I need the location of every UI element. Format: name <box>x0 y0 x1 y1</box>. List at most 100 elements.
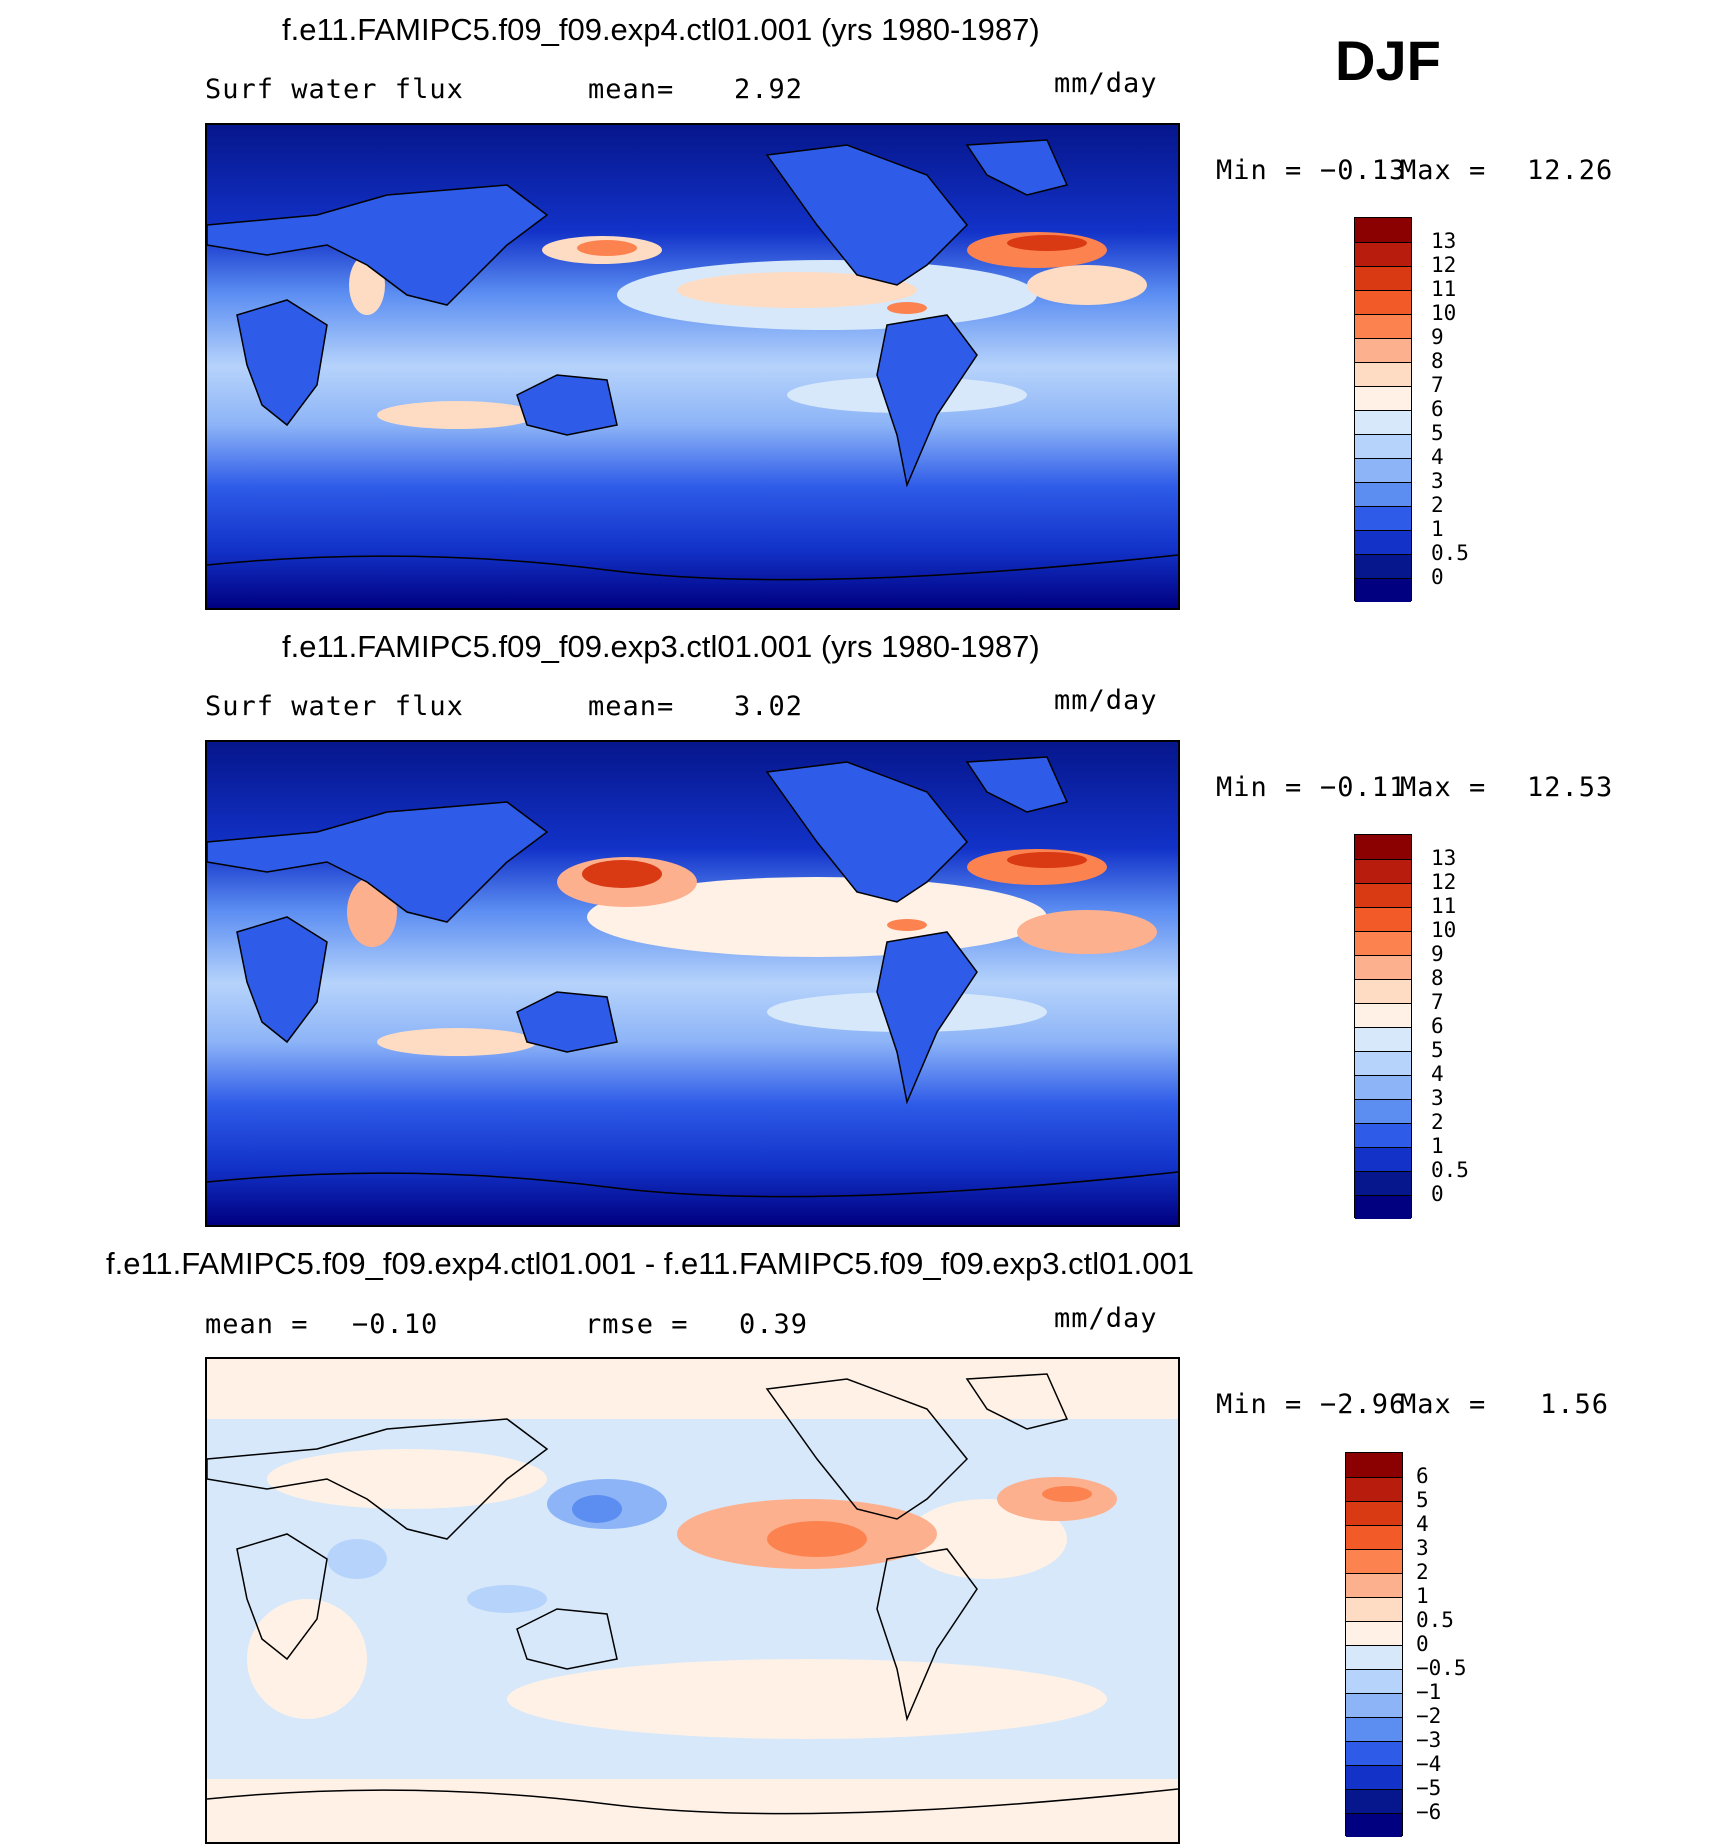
colorbar-tick-label: −4 <box>1416 1752 1442 1776</box>
panel1-max-value: 12.26 <box>1527 155 1614 186</box>
panel2-variable-label: Surf water flux <box>205 691 464 722</box>
colorbar-tick-label: 12 <box>1431 870 1457 894</box>
panel3-rmse-value: 0.39 <box>739 1309 809 1340</box>
colorbar-swatch <box>1355 218 1411 242</box>
colorbar-swatch <box>1346 1573 1402 1597</box>
panel2-units: mm/day <box>1054 685 1158 716</box>
colorbar-swatch <box>1355 835 1411 859</box>
colorbar-swatch <box>1355 386 1411 410</box>
colorbar-tick-label: −3 <box>1416 1728 1442 1752</box>
colorbar-tick-label: 6 <box>1431 1014 1444 1038</box>
colorbar-swatch <box>1355 242 1411 266</box>
panel1-min-value: −0.13 <box>1320 155 1407 186</box>
colorbar-swatch <box>1346 1453 1402 1477</box>
colorbar-swatch <box>1346 1501 1402 1525</box>
panel2-title: f.e11.FAMIPC5.f09_f09.exp3.ctl01.001 (yr… <box>282 629 1040 664</box>
colorbar-swatch <box>1346 1717 1402 1741</box>
colorbar-tick-label: 6 <box>1416 1464 1429 1488</box>
panel1-variable-label: Surf water flux <box>205 74 464 105</box>
colorbar-swatch <box>1346 1525 1402 1549</box>
colorbar-tick-label: 1 <box>1416 1584 1429 1608</box>
colorbar-tick-label: 9 <box>1431 942 1444 966</box>
panel2-mean-value: 3.02 <box>734 691 804 722</box>
panel3-mean-value: −0.10 <box>352 1309 439 1340</box>
colorbar-swatch <box>1355 1075 1411 1099</box>
colorbar-swatch <box>1355 1195 1411 1219</box>
colorbar-swatch <box>1346 1741 1402 1765</box>
colorbar-tick-label: 9 <box>1431 325 1444 349</box>
colorbar-tick-label: 0 <box>1416 1632 1429 1656</box>
colorbar-tick-label: 13 <box>1431 229 1457 253</box>
colorbar-swatch <box>1355 955 1411 979</box>
colorbar-swatch <box>1355 458 1411 482</box>
panel1-mean-label: mean= <box>588 74 675 105</box>
colorbar-tick-label: 5 <box>1431 1038 1444 1062</box>
panel2-max-value: 12.53 <box>1527 772 1614 803</box>
colorbar-tick-label: 0.5 <box>1431 1158 1469 1182</box>
colorbar-swatch <box>1355 554 1411 578</box>
colorbar-tick-label: 3 <box>1431 469 1444 493</box>
panel2-max-label: Max = <box>1400 772 1487 803</box>
colorbar-swatch <box>1355 1099 1411 1123</box>
colorbar-tick-label: 10 <box>1431 918 1457 942</box>
panel2-min-value: −0.11 <box>1320 772 1407 803</box>
panel3-title: f.e11.FAMIPC5.f09_f09.exp4.ctl01.001 - f… <box>106 1246 1194 1281</box>
panel3-min-value: −2.96 <box>1320 1389 1407 1420</box>
colorbar-tick-label: 5 <box>1431 421 1444 445</box>
colorbar-tick-label: 1 <box>1431 1134 1444 1158</box>
colorbar-swatch <box>1346 1669 1402 1693</box>
colorbar-tick-label: 0 <box>1431 1182 1444 1206</box>
panel1-title: f.e11.FAMIPC5.f09_f09.exp4.ctl01.001 (yr… <box>282 12 1040 47</box>
colorbar-swatch <box>1355 578 1411 602</box>
colorbar-tick-label: 7 <box>1431 990 1444 1014</box>
colorbar-swatch <box>1346 1597 1402 1621</box>
season-label: DJF <box>1335 29 1441 92</box>
colorbar-tick-label: 3 <box>1431 1086 1444 1110</box>
colorbar-swatch <box>1355 1051 1411 1075</box>
colorbar-tick-label: 12 <box>1431 253 1457 277</box>
panel3-mean-label: mean = <box>205 1309 309 1340</box>
colorbar-tick-label: −2 <box>1416 1704 1442 1728</box>
colorbar-tick-label: 4 <box>1431 1062 1444 1086</box>
colorbar-swatch <box>1355 290 1411 314</box>
colorbar-tick-label: 7 <box>1431 373 1444 397</box>
colorbar-tick-label: 13 <box>1431 846 1457 870</box>
colorbar-tick-label: −6 <box>1416 1800 1442 1824</box>
colorbar-tick-label: 8 <box>1431 966 1444 990</box>
panel1-map-svg <box>207 125 1178 608</box>
panel3-units: mm/day <box>1054 1303 1158 1334</box>
panel1-min-label: Min = <box>1216 155 1303 186</box>
colorbar-swatch <box>1346 1549 1402 1573</box>
colorbar-swatch <box>1355 1171 1411 1195</box>
colorbar-tick-label: 0 <box>1431 565 1444 589</box>
colorbar-swatch <box>1355 434 1411 458</box>
panel1-max-label: Max = <box>1400 155 1487 186</box>
colorbar-tick-label: 10 <box>1431 301 1457 325</box>
colorbar-tick-label: 11 <box>1431 894 1457 918</box>
colorbar-swatch <box>1346 1621 1402 1645</box>
colorbar-swatch <box>1355 530 1411 554</box>
colorbar-tick-label: 6 <box>1431 397 1444 421</box>
colorbar-swatch <box>1355 931 1411 955</box>
colorbar-swatch <box>1355 1147 1411 1171</box>
panel2-mean-label: mean= <box>588 691 675 722</box>
colorbar-swatch <box>1355 266 1411 290</box>
panel1-colorbar <box>1354 217 1412 602</box>
colorbar-swatch <box>1355 1027 1411 1051</box>
colorbar-swatch <box>1346 1813 1402 1837</box>
panel2-colorbar <box>1354 834 1412 1219</box>
panel3-min-label: Min = <box>1216 1389 1303 1420</box>
colorbar-tick-label: 11 <box>1431 277 1457 301</box>
colorbar-swatch <box>1346 1765 1402 1789</box>
colorbar-tick-label: 4 <box>1431 445 1444 469</box>
colorbar-tick-label: 1 <box>1431 517 1444 541</box>
colorbar-swatch <box>1355 979 1411 1003</box>
colorbar-swatch <box>1355 482 1411 506</box>
colorbar-swatch <box>1346 1693 1402 1717</box>
colorbar-swatch <box>1346 1477 1402 1501</box>
panel2-map-svg <box>207 742 1178 1225</box>
colorbar-tick-label: 5 <box>1416 1488 1429 1512</box>
panel2-min-label: Min = <box>1216 772 1303 803</box>
panel1-units: mm/day <box>1054 68 1158 99</box>
colorbar-swatch <box>1355 410 1411 434</box>
